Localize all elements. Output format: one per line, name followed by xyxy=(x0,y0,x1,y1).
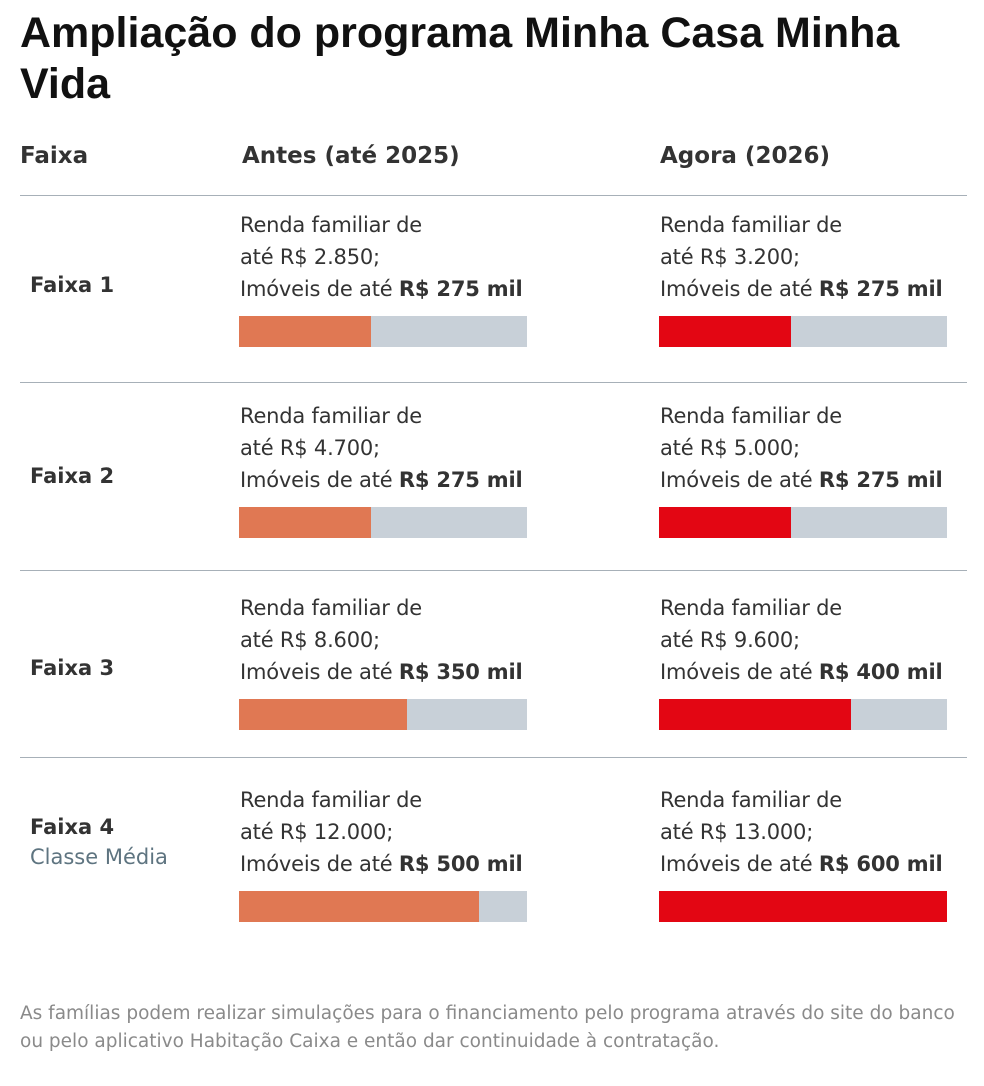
faixa-label: Faixa 1 xyxy=(30,273,114,297)
faixa-subtitle: Classe Média xyxy=(30,845,168,869)
property-line: Imóveis de até R$ 275 mil xyxy=(660,464,980,496)
property-value: R$ 600 mil xyxy=(818,852,943,876)
property-value: R$ 400 mil xyxy=(818,660,943,684)
property-value: R$ 275 mil xyxy=(818,468,943,492)
table-row: Faixa 3 Renda familiar de até R$ 8.600; … xyxy=(0,570,984,757)
income-value: até R$ 4.700; xyxy=(240,436,380,460)
property-label: Imóveis de até xyxy=(240,852,399,876)
property-line: Imóveis de até R$ 500 mil xyxy=(240,848,560,880)
property-line: Imóveis de até R$ 400 mil xyxy=(660,656,980,688)
agora-bar-fill xyxy=(659,507,791,538)
income-label: Renda familiar de xyxy=(240,213,423,237)
row-divider xyxy=(20,195,967,196)
agora-bar-fill xyxy=(659,316,791,347)
antes-bar-fill xyxy=(239,507,371,538)
income-label: Renda familiar de xyxy=(240,404,423,428)
agora-bar-track xyxy=(659,891,947,922)
agora-cell: Renda familiar de até R$ 13.000; Imóveis… xyxy=(660,784,980,880)
agora-bar-track xyxy=(659,316,947,347)
antes-bar-track xyxy=(239,891,527,922)
antes-bar-track xyxy=(239,699,527,730)
faixa-name: Faixa 3 xyxy=(30,656,115,680)
chart-title: Ampliação do programa Minha Casa Minha V… xyxy=(20,9,900,108)
antes-cell: Renda familiar de até R$ 12.000; Imóveis… xyxy=(240,784,560,880)
income-label: Renda familiar de xyxy=(660,213,843,237)
table-row: Faixa 1 Renda familiar de até R$ 2.850; … xyxy=(0,195,984,382)
property-label: Imóveis de até xyxy=(240,660,399,684)
property-label: Imóveis de até xyxy=(660,468,819,492)
property-line: Imóveis de até R$ 275 mil xyxy=(240,273,560,305)
agora-bar-fill xyxy=(659,699,851,730)
income-value: até R$ 8.600; xyxy=(240,628,380,652)
row-divider xyxy=(20,757,967,758)
row-divider xyxy=(20,382,967,383)
table-row: Faixa 4 Classe Média Renda familiar de at… xyxy=(0,757,984,944)
header-agora: Agora (2026) xyxy=(660,143,830,169)
antes-bar-fill xyxy=(239,699,407,730)
faixa-name: Faixa 2 xyxy=(30,464,115,488)
faixa-name: Faixa 4 xyxy=(30,815,115,839)
property-label: Imóveis de até xyxy=(240,277,399,301)
income-value: até R$ 13.000; xyxy=(660,820,814,844)
agora-cell: Renda familiar de até R$ 3.200; Imóveis … xyxy=(660,209,980,305)
antes-cell: Renda familiar de até R$ 4.700; Imóveis … xyxy=(240,400,560,496)
property-value: R$ 500 mil xyxy=(398,852,523,876)
income-value: até R$ 2.850; xyxy=(240,245,380,269)
agora-cell: Renda familiar de até R$ 5.000; Imóveis … xyxy=(660,400,980,496)
header-antes: Antes (até 2025) xyxy=(242,143,460,169)
agora-bar-track xyxy=(659,699,947,730)
property-label: Imóveis de até xyxy=(660,852,819,876)
property-line: Imóveis de até R$ 275 mil xyxy=(240,464,560,496)
property-value: R$ 350 mil xyxy=(398,660,523,684)
header-faixa: Faixa xyxy=(20,143,89,169)
antes-bar-fill xyxy=(239,316,371,347)
row-divider xyxy=(20,570,967,571)
antes-cell: Renda familiar de até R$ 2.850; Imóveis … xyxy=(240,209,560,305)
faixa-label: Faixa 3 xyxy=(30,656,114,680)
income-label: Renda familiar de xyxy=(240,596,423,620)
footnote: As famílias podem realizar simulações pa… xyxy=(20,1003,955,1052)
income-value: até R$ 3.200; xyxy=(660,245,800,269)
property-label: Imóveis de até xyxy=(240,468,399,492)
agora-bar-fill xyxy=(659,891,947,922)
antes-cell: Renda familiar de até R$ 8.600; Imóveis … xyxy=(240,592,560,688)
antes-bar-track xyxy=(239,507,527,538)
property-value: R$ 275 mil xyxy=(398,277,523,301)
property-line: Imóveis de até R$ 275 mil xyxy=(660,273,980,305)
faixa-label: Faixa 2 xyxy=(30,464,114,488)
income-label: Renda familiar de xyxy=(240,788,423,812)
table-row: Faixa 2 Renda familiar de até R$ 4.700; … xyxy=(0,382,984,569)
property-label: Imóveis de até xyxy=(660,277,819,301)
property-line: Imóveis de até R$ 600 mil xyxy=(660,848,980,880)
antes-bar-track xyxy=(239,316,527,347)
agora-bar-track xyxy=(659,507,947,538)
agora-cell: Renda familiar de até R$ 9.600; Imóveis … xyxy=(660,592,980,688)
income-value: até R$ 5.000; xyxy=(660,436,800,460)
faixa-label: Faixa 4 Classe Média xyxy=(30,815,168,869)
property-value: R$ 275 mil xyxy=(398,468,523,492)
property-line: Imóveis de até R$ 350 mil xyxy=(240,656,560,688)
income-value: até R$ 9.600; xyxy=(660,628,800,652)
income-label: Renda familiar de xyxy=(660,404,843,428)
income-value: até R$ 12.000; xyxy=(240,820,394,844)
property-label: Imóveis de até xyxy=(660,660,819,684)
faixa-name: Faixa 1 xyxy=(30,273,115,297)
income-label: Renda familiar de xyxy=(660,596,843,620)
income-label: Renda familiar de xyxy=(660,788,843,812)
property-value: R$ 275 mil xyxy=(818,277,943,301)
antes-bar-fill xyxy=(239,891,479,922)
